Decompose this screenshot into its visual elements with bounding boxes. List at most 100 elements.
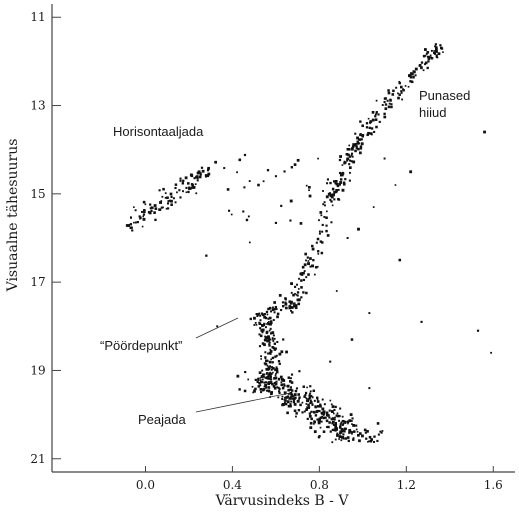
star-point (330, 200, 333, 203)
star-point (424, 54, 427, 57)
star-point (178, 189, 181, 192)
star-point (293, 402, 297, 406)
star-point (272, 306, 274, 309)
star-point (340, 172, 343, 175)
star-point (273, 308, 277, 311)
star-point (356, 140, 359, 144)
star-point (288, 306, 291, 310)
star-point (248, 241, 251, 244)
star-point (314, 414, 318, 417)
star-point (170, 203, 173, 206)
star-point (389, 98, 392, 101)
star-point (348, 166, 352, 169)
star-point (338, 438, 340, 440)
star-point (375, 99, 378, 102)
star-point (367, 440, 369, 443)
star-point (151, 206, 154, 209)
star-point (258, 371, 262, 375)
x-axis-label: Värvusindeks B - V (215, 493, 350, 509)
star-point (430, 57, 434, 60)
star-point (278, 390, 281, 393)
star-point (317, 420, 320, 424)
star-point (290, 393, 294, 397)
star-point (341, 164, 344, 166)
star-point (329, 198, 332, 201)
star-point (401, 98, 404, 101)
y-tick-label: 11 (30, 10, 45, 24)
star-point (409, 76, 413, 79)
star-point (190, 186, 194, 189)
star-point (323, 216, 326, 218)
star-point (269, 338, 272, 341)
star-point (164, 192, 167, 195)
star-point (283, 384, 286, 387)
star-point (329, 194, 333, 198)
star-point (273, 337, 276, 340)
star-point (285, 350, 288, 354)
star-point (358, 151, 362, 155)
annotation-turnoff: “Pöördepunkt” (100, 338, 182, 353)
star-point (290, 400, 293, 403)
y-tick-label: 15 (30, 187, 45, 201)
star-point (261, 369, 264, 372)
star-point (290, 389, 294, 392)
star-point (140, 210, 143, 213)
star-point (410, 72, 413, 75)
star-point (313, 273, 316, 276)
star-point (345, 153, 349, 156)
ticks: 0.0 0.4 0.8 1.2 1.6 11 13 15 17 19 21 (30, 10, 502, 492)
star-point (279, 375, 283, 379)
star-point (281, 301, 285, 304)
star-point (319, 426, 322, 429)
star-point (397, 92, 399, 95)
star-point (243, 186, 246, 189)
star-point (275, 372, 277, 375)
star-point (267, 317, 270, 320)
star-point (161, 195, 164, 198)
star-point (141, 225, 144, 228)
star-point (307, 273, 310, 276)
star-point (261, 378, 264, 381)
star-point (271, 367, 275, 370)
star-point (277, 377, 281, 380)
star-point (296, 399, 300, 403)
star-point (322, 203, 325, 206)
axes (51, 4, 515, 473)
star-point (337, 188, 340, 191)
star-point (330, 221, 333, 224)
star-point (290, 373, 294, 376)
star-point (365, 122, 369, 125)
star-point (331, 441, 334, 444)
star-point (368, 440, 370, 443)
star-point (357, 147, 360, 151)
star-point (272, 319, 275, 322)
star-point (184, 176, 188, 180)
star-point (200, 166, 204, 169)
star-point (341, 172, 345, 175)
star-point (284, 396, 286, 399)
star-point (311, 244, 314, 248)
star-point (261, 313, 265, 317)
star-point (267, 321, 270, 323)
star-point (278, 294, 282, 297)
star-point (280, 204, 283, 207)
star-point (306, 406, 309, 410)
star-point (309, 421, 313, 425)
star-point (356, 141, 360, 145)
star-point (399, 85, 403, 89)
star-point (281, 398, 284, 400)
star-point (266, 364, 269, 367)
star-point (348, 148, 351, 151)
star-point (271, 382, 274, 386)
star-point (333, 412, 335, 415)
turnoff-leader-line (195, 317, 239, 339)
star-point (383, 115, 387, 119)
star-point (270, 366, 274, 369)
star-point (306, 386, 308, 389)
star-point (344, 161, 347, 164)
star-point (326, 178, 330, 181)
star-point (375, 112, 378, 115)
star-point (377, 113, 380, 116)
star-point (264, 383, 268, 387)
star-point (174, 186, 177, 190)
